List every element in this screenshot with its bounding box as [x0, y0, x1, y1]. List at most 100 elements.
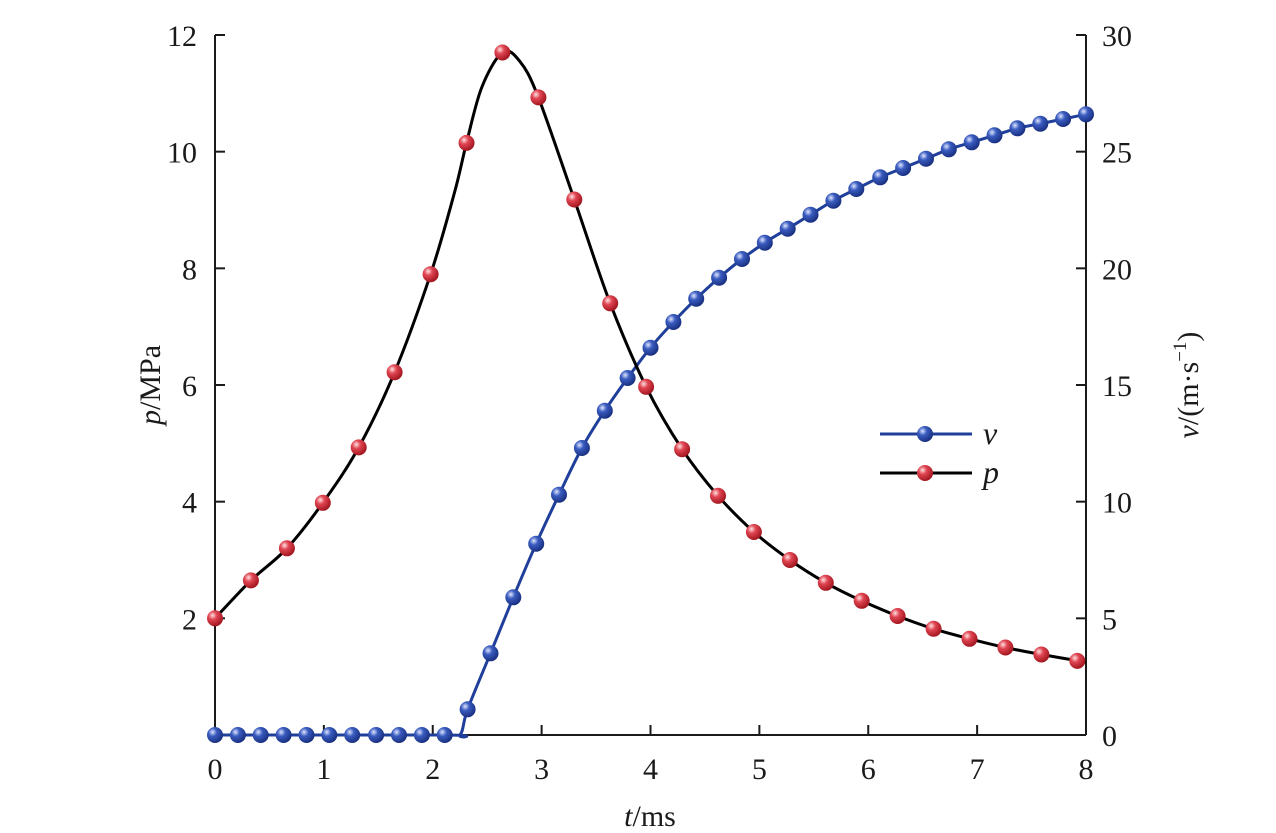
data-point-v: [642, 339, 659, 356]
data-point-v: [619, 370, 636, 386]
right-y-axis-unit-close: ): [1172, 332, 1205, 342]
legend-item-p: p: [880, 454, 999, 490]
data-point-p: [494, 44, 511, 61]
legend-label-v: v: [983, 415, 998, 451]
data-point-v: [459, 701, 476, 718]
data-point-v: [1032, 115, 1049, 132]
right-y-tick-label: 0: [1102, 720, 1117, 753]
legend-marker-v: [917, 426, 933, 442]
data-point-v: [391, 727, 407, 743]
series-line-v: [215, 112, 1087, 739]
legend-item-v: v: [880, 415, 998, 451]
left-y-tick-label: 6: [182, 370, 197, 403]
data-point-v: [848, 181, 865, 197]
data-point-v: [298, 727, 315, 743]
x-tick-label: 3: [534, 753, 549, 786]
x-tick-label: 5: [752, 753, 767, 786]
right-y-tick-label: 5: [1102, 603, 1117, 636]
data-point-v: [551, 486, 567, 503]
left-y-axis-title: p/MPa: [134, 345, 167, 427]
data-point-p: [242, 572, 259, 589]
x-tick-label: 2: [425, 753, 440, 786]
data-point-v: [963, 134, 980, 151]
data-point-p: [350, 439, 367, 456]
left-y-axis-ticks: 2 4 6 8 10 12: [167, 20, 225, 636]
right-y-axis-title: v/(m·s−1): [1170, 332, 1205, 439]
legend: v p: [880, 415, 999, 490]
data-point-v: [482, 645, 499, 662]
legend-marker-p: [917, 465, 933, 481]
data-point-p: [602, 295, 619, 312]
left-y-axis-unit: /MPa: [134, 345, 167, 410]
right-y-axis-unit-sup: −1: [1170, 342, 1191, 362]
data-point-p: [638, 378, 655, 395]
data-point-v: [573, 440, 590, 456]
left-y-tick-label: 12: [167, 20, 197, 53]
x-tick-label: 0: [208, 753, 223, 786]
data-point-p: [314, 494, 331, 511]
series-line-p: [213, 49, 1087, 664]
x-axis-var: t: [624, 800, 633, 833]
series-markers: [207, 44, 1094, 743]
right-y-tick-label: 15: [1102, 370, 1132, 403]
left-y-tick-label: 4: [182, 487, 197, 520]
data-point-v: [207, 727, 223, 743]
data-point-v: [505, 589, 522, 606]
data-point-v: [596, 402, 613, 419]
x-tick-label: 6: [861, 753, 876, 786]
data-point-v: [734, 251, 750, 267]
left-y-tick-label: 10: [167, 137, 197, 170]
data-point-v: [1009, 120, 1026, 137]
left-y-tick-label: 2: [182, 603, 197, 636]
data-point-v: [252, 727, 269, 743]
data-point-p: [207, 610, 223, 627]
data-point-p: [458, 134, 475, 151]
data-point-p: [386, 364, 403, 381]
data-point-v: [344, 727, 361, 743]
data-point-v: [368, 727, 385, 743]
right-y-axis-ticks: 0 5 10 15 20 25 30: [1076, 20, 1132, 753]
x-axis-ticks: 0 1 2 3 4 5 6 7 8: [208, 725, 1094, 786]
data-point-p: [710, 487, 726, 504]
data-point-p: [278, 540, 295, 557]
data-point-v: [229, 727, 246, 743]
left-y-axis-var: p: [134, 410, 167, 427]
data-point-v: [918, 150, 934, 167]
data-point-v: [321, 727, 338, 743]
data-point-p: [853, 592, 870, 609]
data-point-v: [986, 127, 1003, 144]
data-point-v: [756, 234, 773, 251]
data-point-p: [997, 639, 1014, 656]
x-tick-label: 7: [970, 753, 985, 786]
x-tick-label: 8: [1079, 753, 1094, 786]
data-point-p: [745, 524, 762, 540]
data-point-v: [825, 192, 842, 209]
right-y-tick-label: 20: [1102, 253, 1132, 286]
data-point-v: [711, 269, 728, 286]
left-y-tick-label: 8: [182, 253, 197, 286]
right-y-tick-label: 10: [1102, 487, 1132, 520]
data-point-v: [688, 290, 705, 307]
data-point-v: [413, 727, 430, 743]
data-point-p: [961, 630, 978, 647]
data-point-p: [566, 191, 583, 208]
right-y-tick-label: 30: [1102, 20, 1132, 53]
data-point-v: [1055, 111, 1072, 127]
data-point-v: [665, 314, 682, 330]
right-y-tick-label: 25: [1102, 137, 1132, 170]
legend-label-p: p: [981, 454, 999, 490]
x-tick-label: 4: [643, 753, 658, 786]
data-point-p: [889, 608, 906, 624]
data-point-p: [925, 620, 942, 637]
right-y-axis-unit: /(m·s: [1172, 362, 1205, 425]
data-point-p: [422, 266, 439, 283]
data-point-p: [817, 574, 834, 591]
data-point-v: [802, 206, 819, 223]
data-point-v: [436, 727, 453, 743]
data-point-p: [1069, 652, 1086, 669]
data-point-p: [1033, 646, 1050, 663]
data-point-p: [781, 552, 798, 568]
data-point-v: [895, 160, 912, 176]
data-point-v: [1078, 106, 1094, 123]
